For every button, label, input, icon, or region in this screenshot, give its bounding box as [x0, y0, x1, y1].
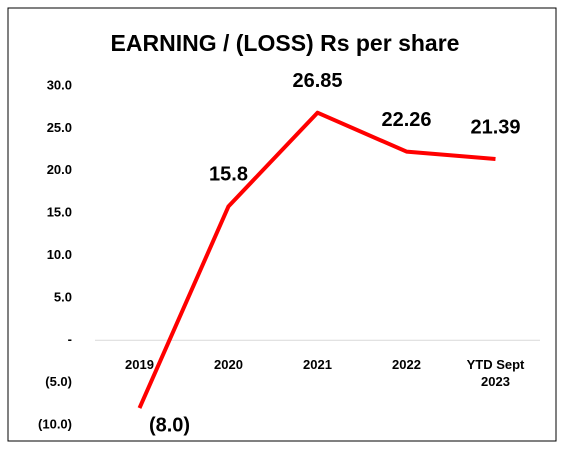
x-tick-label: 2020: [214, 357, 243, 373]
line-series: [137, 110, 496, 409]
y-tick-label: 25.0: [47, 120, 72, 135]
data-label: 22.26: [381, 109, 431, 131]
chart-title: EARNING / (LOSS) Rs per share: [111, 30, 460, 56]
chart-border: [7, 7, 557, 442]
data-label: (8.0): [149, 414, 190, 436]
y-tick-label: 5.0: [54, 289, 72, 304]
data-label: 26.85: [292, 70, 342, 92]
y-tick-label: (10.0): [38, 416, 72, 431]
y-tick-label: 20.0: [47, 162, 72, 177]
x-tick-label: YTD Sept 2023: [466, 357, 525, 390]
y-tick-label: 30.0: [47, 77, 72, 92]
x-tick-label: 2022: [392, 357, 421, 373]
x-tick-label: 2019: [125, 357, 154, 373]
x-tick-label: 2021: [303, 357, 332, 373]
data-label: 15.8: [209, 164, 248, 186]
y-tick-label: -: [68, 332, 72, 347]
y-tick-label: 10.0: [47, 247, 72, 262]
y-tick-label: 15.0: [47, 205, 72, 220]
y-tick-label: (5.0): [45, 374, 72, 389]
data-label: 21.39: [470, 116, 520, 138]
